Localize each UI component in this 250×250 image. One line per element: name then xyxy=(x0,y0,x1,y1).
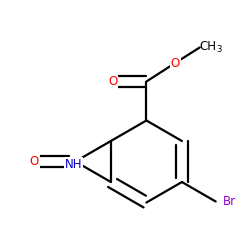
Text: O: O xyxy=(30,155,39,168)
Text: O: O xyxy=(170,56,180,70)
Text: NH: NH xyxy=(65,158,82,171)
Text: CH: CH xyxy=(200,40,217,53)
Text: 3: 3 xyxy=(216,45,222,54)
Text: O: O xyxy=(108,75,118,88)
Text: Br: Br xyxy=(222,195,236,208)
